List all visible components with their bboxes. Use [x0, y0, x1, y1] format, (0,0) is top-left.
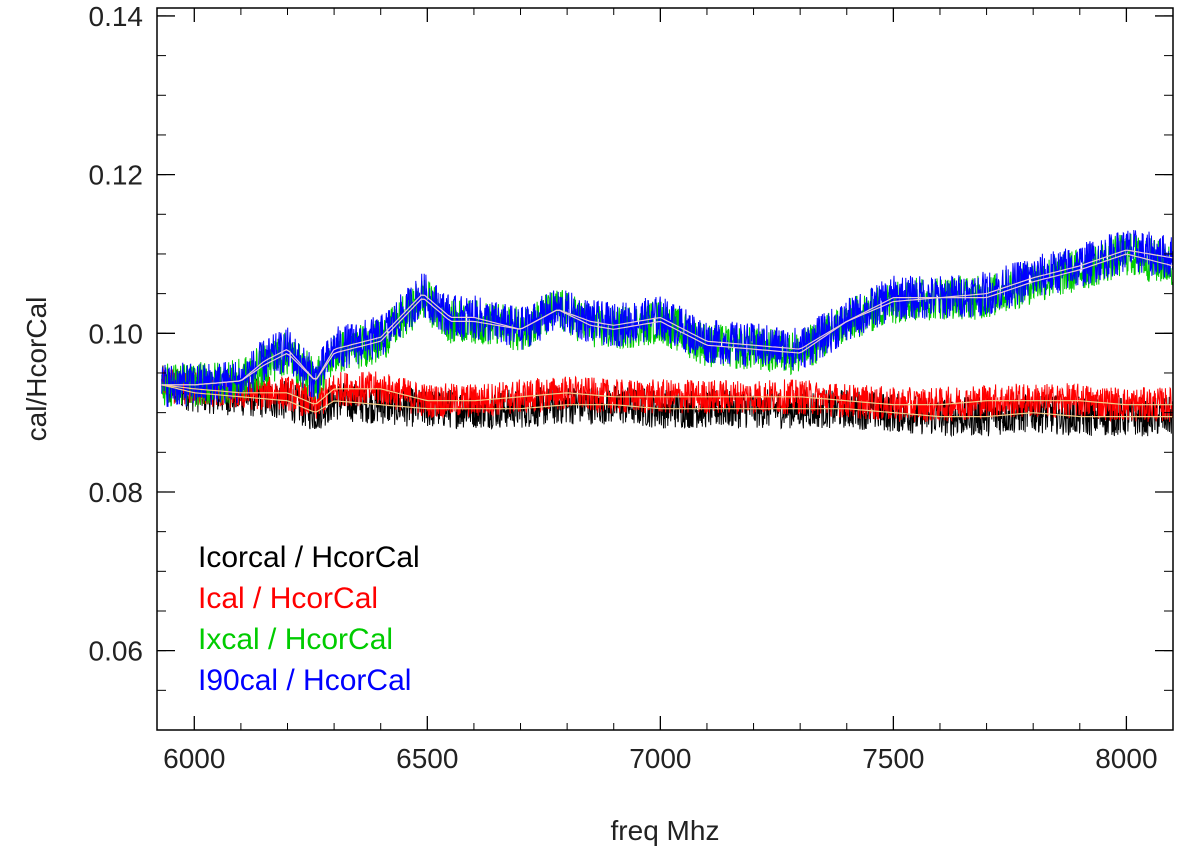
plot-frame: [156, 7, 1174, 731]
legend-entry-0: Icorcal / HcorCal: [198, 541, 420, 574]
legend-entry-2: Ixcal / HcorCal: [198, 623, 393, 656]
y-tick-label: 0.08: [89, 477, 144, 508]
series-smooth-2: [161, 253, 1173, 386]
smooth-layer: [161, 249, 1173, 418]
y-tick-label: 0.12: [89, 160, 144, 191]
x-tick-label: 6500: [396, 743, 458, 774]
series-smooth-1: [161, 384, 1173, 406]
series-smooth-0: [161, 384, 1173, 418]
series-smooth-3: [161, 249, 1173, 386]
x-tick-label: 7500: [862, 743, 924, 774]
legend-entry-3: I90cal / HcorCal: [198, 664, 411, 697]
y-axis-label: cal/HcorCal: [21, 297, 52, 442]
x-tick-label: 8000: [1095, 743, 1157, 774]
x-axis-label: freq Mhz: [611, 815, 720, 846]
y-tick-label: 0.14: [89, 1, 144, 32]
legend-entry-1: Ical / HcorCal: [198, 582, 378, 615]
x-tick-label: 6000: [163, 743, 225, 774]
y-tick-label: 0.10: [89, 318, 144, 349]
x-tick-label: 7000: [629, 743, 691, 774]
ticks-layer: 6000 6500 7000 7500 8000 0.06 0.08 0.10 0.12 0.14: [89, 1, 1174, 774]
series-line-3: [161, 229, 1173, 407]
y-tick-label: 0.06: [89, 636, 144, 667]
legend: Icorcal / HcorCal Ical / HcorCal Ixcal / H…: [198, 541, 420, 697]
